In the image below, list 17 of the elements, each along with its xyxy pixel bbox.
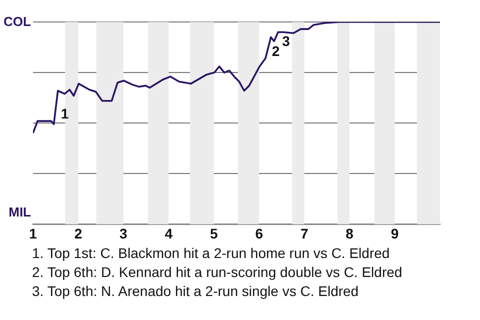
text: 2. Top 6th: D. Kennard hit a run-scoring double vs C. Eldred [32,263,402,282]
annotation: 2 [272,43,280,60]
text: MIL [8,204,32,220]
text: 3. Top 6th: N. Arenado hit a 2-run single vs C. Eldred [32,282,360,301]
annotation: 1 [60,106,69,122]
x-tick-label: 1 [29,225,38,242]
text: COL [4,14,32,30]
x-tick-label: 8 [346,225,354,242]
text: 1. Top 1st: C. Blackmon hit a 2-run home run vs C. Eldred [32,244,391,263]
x-tick-label: 4 [164,225,173,242]
x-tick-label: 6 [255,225,264,242]
x-tick-label: 3 [120,225,128,242]
x-tick-label: 9 [390,225,399,242]
x-tick-label: 7 [300,225,308,242]
x-tick-label: 2 [74,225,82,242]
annotation: 3 [282,32,290,49]
x-tick-label: 5 [210,225,218,242]
